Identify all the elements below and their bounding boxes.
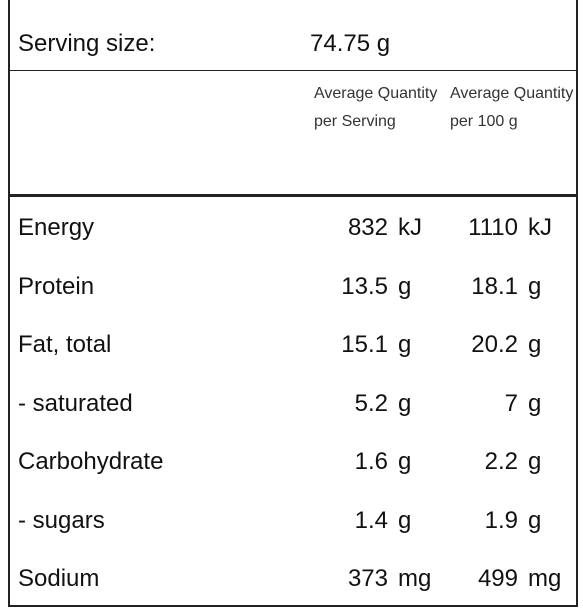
per-100g-value: 20.2 — [471, 331, 518, 358]
per-100g-value: 1.9 — [484, 506, 518, 534]
per-100g-value: 7 — [504, 389, 518, 417]
per-100g-unit: g — [528, 331, 542, 358]
serving-size-value: 74.75 g — [310, 30, 391, 57]
per-100g-value: 2.2 — [484, 448, 518, 475]
per-serving-value: 13.5 — [341, 272, 388, 300]
nutrient-label: Carbohydrate — [18, 448, 164, 475]
divider — [10, 70, 576, 71]
per-100g-unit: g — [528, 389, 542, 417]
per-100g-value: 18.1 — [471, 272, 518, 300]
per-serving-value: 15.1 — [341, 331, 388, 358]
nutrient-label: - saturated — [18, 389, 133, 417]
nutrient-label: Sodium — [18, 565, 100, 592]
per-serving-unit: g — [398, 272, 412, 300]
per-100g-unit: g — [528, 506, 542, 534]
nutrient-label: - sugars — [18, 506, 105, 534]
per-serving-value: 1.6 — [354, 448, 388, 475]
thick-divider — [10, 194, 576, 197]
per-serving-value: 373 — [347, 565, 388, 592]
per-serving-unit: mg — [398, 565, 432, 592]
nutrient-label: Fat, total — [18, 331, 112, 358]
per-100g-unit: mg — [528, 565, 562, 592]
per-100g-unit: g — [528, 448, 542, 475]
per-serving-unit: g — [398, 506, 412, 534]
nutrient-label: Protein — [18, 272, 95, 300]
header-per-serving: Average Quantity per Serving — [314, 85, 438, 130]
per-serving-value: 5.2 — [354, 389, 388, 417]
nutrient-label: Energy — [18, 214, 95, 241]
per-serving-unit: g — [398, 448, 412, 475]
serving-size-label: Serving size: — [18, 30, 156, 57]
header-per-100g: Average Quantity per 100 g — [450, 85, 574, 130]
per-100g-unit: g — [528, 272, 542, 300]
per-100g-unit: kJ — [528, 214, 552, 241]
nutrition-panel: Serving size: 74.75 g Average Quantity p… — [8, 0, 578, 607]
per-serving-value: 1.4 — [354, 506, 388, 534]
per-serving-unit: g — [398, 389, 412, 417]
per-serving-value: 832 — [347, 214, 388, 241]
per-100g-value: 1110 — [468, 214, 518, 241]
per-serving-unit: g — [398, 331, 412, 358]
per-100g-value: 499 — [477, 565, 518, 592]
per-serving-unit: kJ — [398, 214, 422, 241]
